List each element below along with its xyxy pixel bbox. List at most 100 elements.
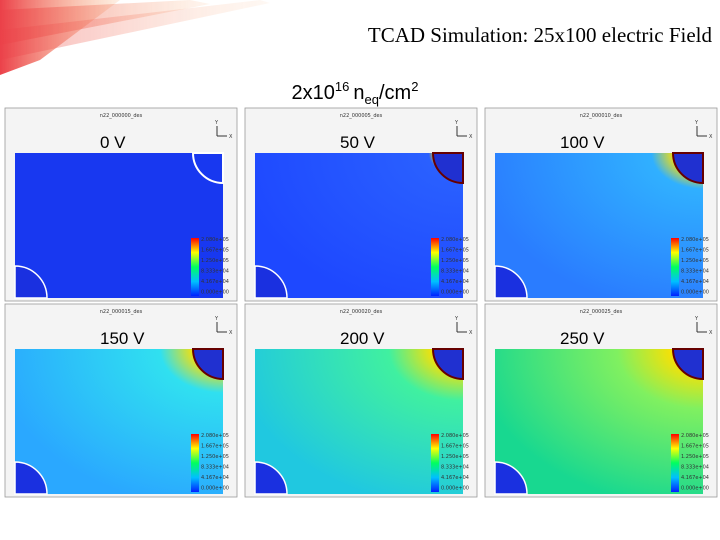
colorbar-label: 2.080e+05 [441, 237, 469, 243]
colorbar-label: 1.250e+05 [201, 258, 229, 264]
axis-x-label: X [709, 330, 713, 336]
panel-label: 0 V [100, 133, 126, 152]
colorbar-label: 0.000e+00 [201, 486, 229, 492]
axis-y-label: Y [214, 120, 219, 126]
colorbar [671, 238, 679, 296]
decoration [0, 0, 270, 75]
panel-grid: n22_000000_des 0 V Y X 2.080e+05 1.667e+05 1.2… [4, 107, 718, 498]
colorbar-label: 4.167e+04 [201, 475, 229, 481]
subtitle-unit: /cm [379, 82, 411, 104]
colorbar-label: 2.080e+05 [441, 433, 469, 439]
panel-label: 50 V [340, 133, 376, 152]
panel-label: 100 V [560, 133, 605, 152]
electrode-bottom [14, 461, 48, 495]
colorbar-label: 0.000e+00 [441, 486, 469, 492]
electrode-bottom [14, 265, 48, 299]
colorbar-label: 1.250e+05 [201, 454, 229, 460]
electrode-top [671, 152, 704, 185]
colorbar-label: 0.000e+00 [681, 290, 709, 296]
panel-label: 250 V [560, 329, 605, 348]
colorbar-label: 2.080e+05 [201, 237, 229, 243]
panel: n22_000010_des 100 V Y X 2.080e+05 1.667e+05 1… [484, 107, 718, 302]
colorbar-label: 8.333e+04 [201, 269, 229, 275]
axis-y-label: Y [694, 120, 699, 126]
electrode-top [191, 348, 224, 381]
axis-y-label: Y [694, 316, 699, 322]
axis-y-label: Y [214, 316, 219, 322]
colorbar-label: 4.167e+04 [441, 475, 469, 481]
colorbar-label: 2.080e+05 [681, 237, 709, 243]
field-map [495, 153, 703, 298]
axis-x-label: X [469, 330, 473, 336]
panel-file: n22_000020_des [340, 309, 383, 315]
colorbar-label: 4.167e+04 [441, 279, 469, 285]
colorbar-label: 1.667e+05 [441, 248, 469, 254]
electrode-bottom [254, 265, 288, 299]
colorbar-label: 8.333e+04 [441, 269, 469, 275]
electrode-top [431, 152, 464, 185]
panel: n22_000025_des 250 V Y X 2.080e+05 1.667e+05 1… [484, 303, 718, 498]
colorbar-label: 0.000e+00 [441, 290, 469, 296]
field-map [15, 153, 223, 298]
panel: n22_000005_des 50 V Y X 2.080e+05 1.667e+05 1.… [244, 107, 478, 302]
subtitle-subscript: eq [365, 92, 379, 107]
colorbar-label: 1.667e+05 [681, 444, 709, 450]
panel: n22_000020_des 200 V Y X 2.080e+05 1.667e+05 1… [244, 303, 478, 498]
field-map [495, 349, 703, 494]
electrode-bottom [254, 461, 288, 495]
field-map [15, 349, 223, 494]
axis-x-label: X [229, 330, 233, 336]
colorbar-label: 1.667e+05 [201, 248, 229, 254]
colorbar-label: 2.080e+05 [681, 433, 709, 439]
colorbar-label: 8.333e+04 [681, 465, 709, 471]
colorbar-label: 1.250e+05 [681, 258, 709, 264]
subtitle: 2x1016 neq/cm2 [292, 79, 419, 107]
colorbar-label: 4.167e+04 [681, 475, 709, 481]
colorbar [431, 434, 439, 492]
electrode-top [191, 152, 224, 185]
colorbar-label: 4.167e+04 [681, 279, 709, 285]
colorbar-label: 0.000e+00 [681, 486, 709, 492]
axis-y-label: Y [454, 316, 459, 322]
panel-file: n22_000015_des [100, 309, 143, 315]
colorbar-label: 4.167e+04 [201, 279, 229, 285]
colorbar [191, 238, 199, 296]
panel-file: n22_000000_des [100, 113, 143, 119]
colorbar-label: 1.667e+05 [201, 444, 229, 450]
colorbar-label: 8.333e+04 [441, 465, 469, 471]
electrode-top [671, 348, 704, 381]
subtitle-base: 2x10 [292, 82, 335, 104]
colorbar-label: 8.333e+04 [681, 269, 709, 275]
colorbar-label: 1.250e+05 [441, 258, 469, 264]
title: TCAD Simulation: 25x100 electric Field [368, 23, 713, 47]
panel: n22_000000_des 0 V Y X 2.080e+05 1.667e+05 1.2… [4, 107, 238, 302]
colorbar-label: 1.250e+05 [441, 454, 469, 460]
colorbar [191, 434, 199, 492]
panel: n22_000015_des 150 V Y X 2.080e+05 1.667e+05 1… [4, 303, 238, 498]
axis-y-label: Y [454, 120, 459, 126]
subtitle-unit-exponent: 2 [411, 79, 418, 94]
colorbar-label: 0.000e+00 [201, 290, 229, 296]
panel-label: 150 V [100, 329, 145, 348]
subtitle-exponent: 16 [335, 79, 349, 94]
colorbar-label: 1.250e+05 [681, 454, 709, 460]
colorbar-label: 1.667e+05 [441, 444, 469, 450]
subtitle-symbol: n [353, 82, 364, 104]
colorbar [671, 434, 679, 492]
axis-x-label: X [229, 134, 233, 140]
colorbar [431, 238, 439, 296]
panel-file: n22_000025_des [580, 309, 623, 315]
panel-file: n22_000005_des [340, 113, 383, 119]
electrode-bottom [494, 461, 528, 495]
field-map [255, 153, 463, 298]
electrode-bottom [494, 265, 528, 299]
colorbar-label: 1.667e+05 [681, 248, 709, 254]
field-map [255, 349, 463, 494]
colorbar-label: 8.333e+04 [201, 465, 229, 471]
panel-file: n22_000010_des [580, 113, 623, 119]
axis-x-label: X [469, 134, 473, 140]
electrode-top [431, 348, 464, 381]
axis-x-label: X [709, 134, 713, 140]
colorbar-label: 2.080e+05 [201, 433, 229, 439]
